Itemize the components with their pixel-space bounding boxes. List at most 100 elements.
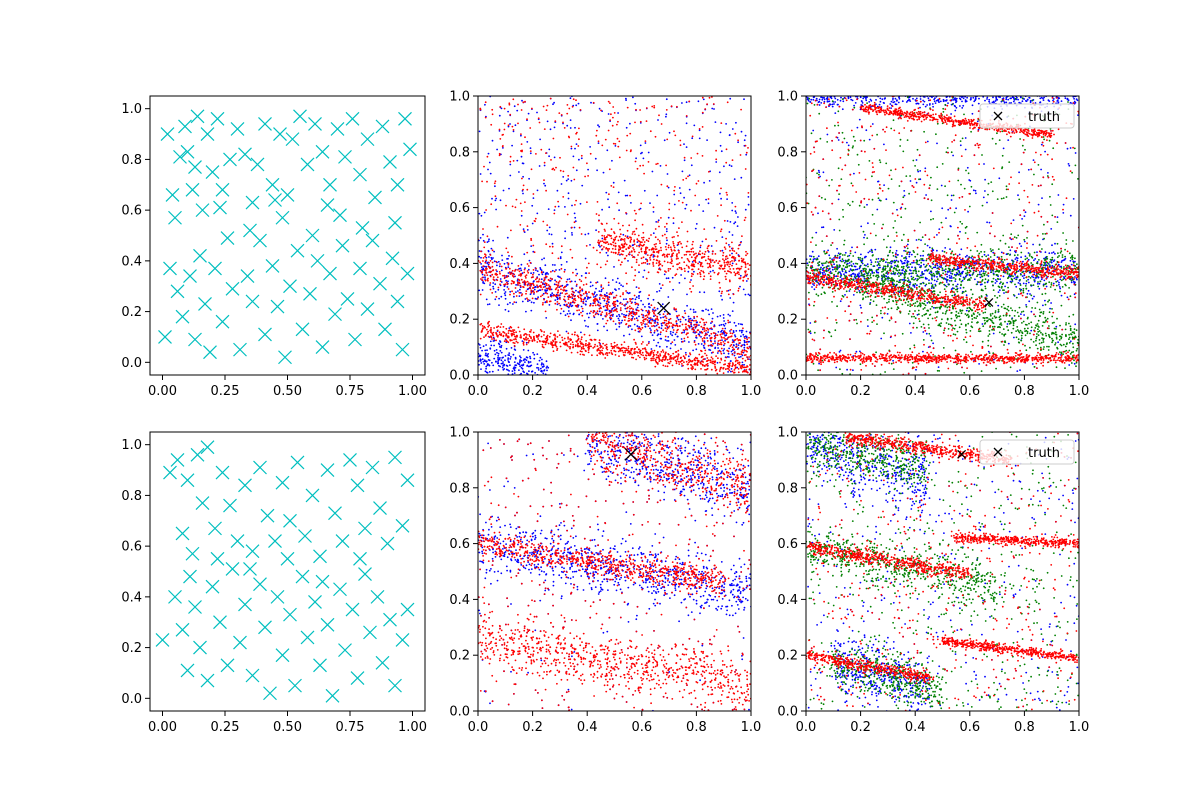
- data-point: [673, 339, 676, 341]
- data-point: [580, 154, 583, 157]
- data-point: [922, 263, 925, 266]
- data-point: [680, 356, 682, 359]
- series-0: [806, 96, 1079, 375]
- data-point: [740, 335, 742, 338]
- data-point: [582, 343, 585, 346]
- data-point: [596, 329, 599, 332]
- data-point: [641, 223, 644, 226]
- data-point: [540, 335, 543, 338]
- data-point: [577, 296, 580, 299]
- data-point: [616, 305, 619, 307]
- data-point: [573, 226, 576, 229]
- data-point: [1038, 287, 1041, 290]
- data-point: [687, 367, 690, 370]
- data-point: [518, 369, 520, 371]
- data-point: [727, 362, 730, 365]
- data-point: [738, 356, 740, 359]
- data-point: [508, 102, 511, 105]
- data-point: [687, 332, 689, 334]
- data-point: [734, 357, 737, 359]
- data-point: [685, 203, 688, 206]
- data-point: [592, 246, 595, 249]
- data-point: [559, 156, 561, 159]
- data-point: [666, 340, 668, 342]
- data-point: [496, 276, 499, 279]
- data-point: [547, 284, 550, 286]
- data-point: [513, 301, 516, 303]
- data-point: [640, 299, 642, 302]
- data-point: [652, 359, 654, 362]
- data-point: [494, 195, 497, 198]
- data-point: [625, 282, 628, 285]
- data-point: [745, 270, 747, 272]
- data-point: [638, 295, 640, 297]
- data-point: [734, 274, 737, 277]
- data-point: [1033, 259, 1035, 262]
- data-point: [618, 313, 620, 316]
- data-point: [725, 332, 728, 335]
- data-point: [615, 294, 618, 297]
- data-point: [661, 303, 664, 306]
- data-point: [671, 276, 674, 279]
- data-point: [911, 266, 913, 269]
- data-point: [653, 331, 656, 334]
- data-point: [482, 265, 485, 267]
- data-point: [482, 267, 485, 270]
- data-point: [656, 321, 659, 324]
- data-point: [701, 155, 704, 157]
- data-point: [541, 283, 544, 286]
- data-point: [666, 185, 669, 188]
- data-point: [556, 303, 559, 306]
- data-point: [653, 255, 656, 258]
- data-point: [695, 252, 697, 255]
- data-point: [517, 282, 519, 285]
- data-point: [719, 230, 722, 233]
- data-point: [641, 348, 644, 350]
- data-point: [607, 254, 609, 257]
- data-point: [555, 341, 558, 343]
- data-point: [907, 260, 910, 263]
- data-point: [543, 298, 545, 301]
- data-point: [520, 364, 523, 367]
- data-point: [988, 98, 991, 101]
- data-point: [571, 204, 573, 207]
- data-point: [705, 321, 708, 324]
- data-point: [965, 294, 968, 297]
- data-point: [608, 305, 611, 307]
- data-point: [733, 371, 736, 374]
- data-point: [621, 246, 624, 249]
- data-point: [871, 251, 874, 254]
- data-point: [489, 254, 492, 256]
- data-point: [683, 310, 686, 312]
- data-point: [1036, 282, 1039, 285]
- data-point: [634, 269, 637, 271]
- data-point: [638, 287, 640, 289]
- data-point: [671, 364, 674, 367]
- data-point: [924, 269, 926, 272]
- data-point: [487, 263, 490, 266]
- data-point: [623, 179, 626, 182]
- data-point: [524, 275, 527, 278]
- data-point: [546, 300, 548, 302]
- data-point: [614, 245, 617, 248]
- marker-point: [328, 307, 342, 322]
- data-point: [895, 252, 897, 255]
- data-point: [635, 261, 638, 264]
- data-point: [533, 286, 536, 289]
- data-point: [598, 244, 600, 247]
- data-point: [604, 230, 606, 232]
- data-point: [722, 372, 725, 374]
- data-point: [635, 296, 638, 299]
- data-point: [561, 336, 563, 339]
- data-point: [499, 199, 502, 202]
- data-point: [668, 325, 671, 328]
- data-point: [729, 332, 732, 334]
- data-point: [714, 361, 716, 363]
- data-point: [631, 266, 633, 269]
- data-point: [633, 294, 636, 297]
- data-point: [482, 257, 485, 259]
- data-point: [600, 286, 603, 288]
- data-point: [566, 283, 569, 286]
- data-point: [697, 180, 700, 182]
- data-point: [543, 369, 546, 371]
